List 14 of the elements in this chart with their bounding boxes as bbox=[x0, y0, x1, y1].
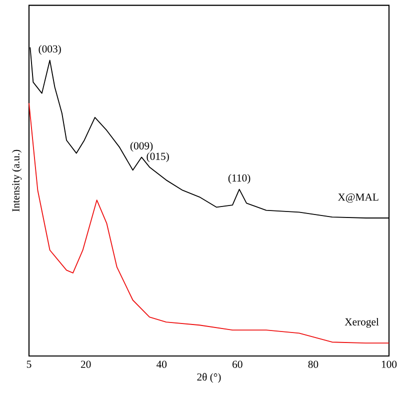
x-axis-title: 2θ (°) bbox=[197, 373, 221, 383]
x-tick-label: 80 bbox=[308, 360, 318, 368]
x-tick-label: 60 bbox=[232, 360, 242, 368]
x-tick-label: 5 bbox=[26, 360, 32, 368]
x-tick-label: 100 bbox=[382, 360, 397, 368]
y-axis-title: Intensity (a.u.) bbox=[12, 150, 22, 212]
annotation: (110) bbox=[228, 174, 250, 184]
annotation: (003) bbox=[38, 45, 61, 55]
x-tick-label: 20 bbox=[80, 360, 91, 368]
annotation: (009) bbox=[130, 142, 153, 152]
series-label: X@MAL bbox=[338, 194, 378, 203]
series-label: Xerogel bbox=[344, 318, 379, 328]
annotation: (015) bbox=[146, 152, 169, 162]
x-tick-label: 40 bbox=[156, 360, 167, 368]
